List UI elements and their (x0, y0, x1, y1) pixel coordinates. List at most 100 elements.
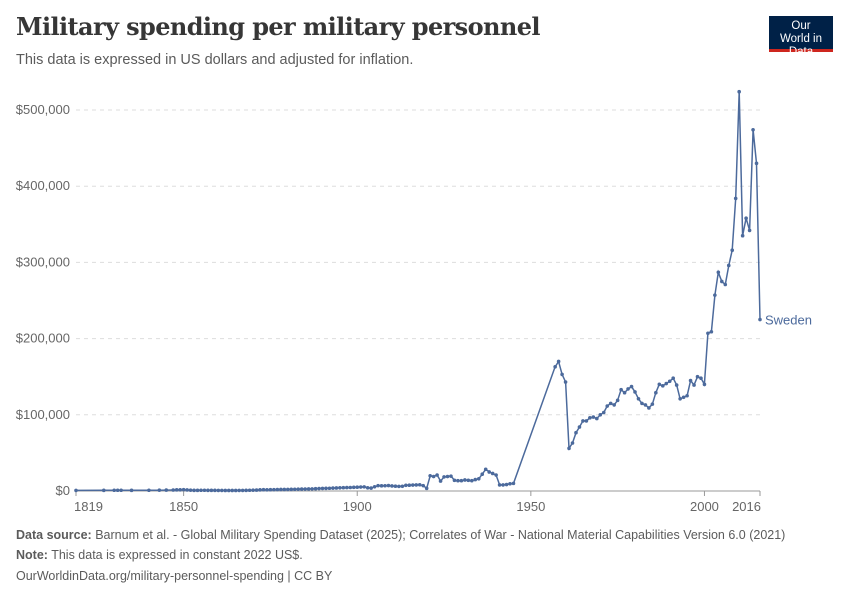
data-point (733, 196, 738, 201)
data-point (254, 488, 259, 492)
data-point (285, 487, 290, 492)
source-link[interactable]: OurWorldinData.org/military-personnel-sp… (16, 569, 333, 583)
data-point (192, 488, 196, 493)
data-point (417, 482, 422, 487)
y-tick-label: $200,000 (16, 331, 70, 346)
data-point (622, 390, 627, 395)
data-point (601, 410, 606, 415)
data-point (726, 263, 731, 268)
data-source: Data source: Barnum et al. - Global Mili… (16, 528, 785, 542)
data-point (463, 478, 467, 482)
data-point (230, 488, 235, 493)
data-point (511, 481, 516, 486)
data-point (720, 279, 724, 284)
y-tick-label: $100,000 (16, 407, 70, 422)
data-point (282, 487, 287, 492)
data-point (424, 486, 429, 491)
data-point (362, 485, 366, 489)
data-point (258, 488, 262, 492)
data-point (341, 485, 346, 490)
owid-logo[interactable]: Our World in Data (769, 16, 833, 58)
data-point (237, 488, 241, 493)
series-line-sweden (75, 91, 761, 492)
data-point (289, 487, 294, 492)
data-point (681, 395, 686, 400)
data-point (654, 390, 658, 395)
data-point (178, 487, 182, 492)
data-point (147, 488, 151, 493)
data-point (619, 387, 623, 392)
data-point (456, 478, 460, 483)
data-point (567, 446, 571, 451)
source-text: Barnum et al. - Global Military Spending… (91, 528, 786, 542)
note-text: This data is expressed in constant 2022 … (47, 548, 303, 562)
data-point (174, 488, 179, 492)
data-point (331, 486, 335, 490)
data-point (688, 378, 693, 383)
x-tick-label: 2016 (732, 499, 761, 514)
y-tick-label: $300,000 (16, 254, 70, 269)
data-point (608, 401, 613, 406)
data-point (188, 488, 193, 492)
data-point (213, 488, 217, 493)
data-point (115, 488, 120, 493)
data-point (202, 488, 207, 493)
chart-subtitle: This data is expressed in US dollars and… (16, 52, 414, 68)
data-point (206, 488, 210, 493)
data-point (563, 380, 568, 384)
data-point (164, 488, 169, 492)
data-point (435, 473, 439, 477)
data-point (754, 161, 759, 166)
data-point (303, 487, 307, 491)
data-point (369, 486, 373, 490)
data-point (657, 382, 662, 387)
data-point (504, 482, 509, 487)
data-point (678, 396, 682, 401)
data-point (480, 472, 485, 477)
data-point (490, 471, 495, 476)
data-point (664, 381, 669, 386)
data-point (414, 483, 419, 487)
y-tick-label: $0 (56, 483, 70, 498)
data-point (407, 483, 412, 488)
data-point (470, 478, 474, 483)
data-point (351, 485, 356, 490)
data-point (615, 398, 620, 403)
data-point (598, 413, 603, 417)
data-point (633, 390, 637, 394)
data-point (640, 401, 644, 406)
data-point (581, 419, 585, 423)
data-point (209, 488, 214, 493)
data-point (692, 383, 696, 387)
data-point (372, 485, 377, 489)
data-point (660, 384, 665, 388)
x-tick-label: 1850 (169, 499, 198, 514)
data-point (723, 282, 728, 287)
data-point (397, 484, 401, 489)
data-point (338, 485, 342, 490)
data-point (588, 416, 592, 420)
data-point (636, 396, 641, 401)
data-point (390, 484, 394, 488)
data-point (570, 441, 575, 445)
data-point (744, 216, 748, 221)
data-point (647, 406, 651, 410)
data-point (494, 473, 498, 477)
data-point (313, 486, 318, 491)
data-point (324, 486, 328, 491)
data-point (119, 488, 123, 493)
data-point (244, 488, 248, 493)
data-point (431, 474, 436, 479)
data-point (713, 293, 717, 297)
x-tick-label: 2000 (690, 499, 719, 514)
data-point (466, 478, 471, 483)
data-point (667, 379, 672, 384)
data-point (442, 475, 446, 479)
series-label: Sweden (765, 313, 812, 328)
data-point (251, 488, 255, 492)
data-point (195, 488, 200, 493)
data-point (751, 128, 755, 132)
data-point (706, 331, 710, 336)
data-point (376, 483, 380, 488)
